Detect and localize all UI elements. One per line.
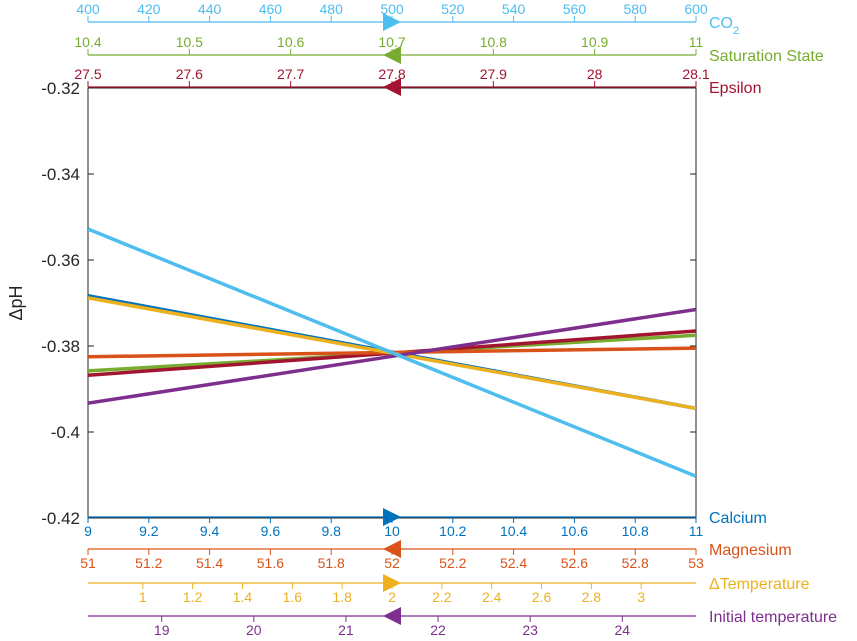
axis-tick-label-calcium: 10.6: [561, 523, 588, 539]
axis-tick-label-dtemp: 2.2: [432, 589, 452, 605]
axis-dtemp: 1 1.2 1.4 1.6 1.8 2 2.2 2.4 2.6 2.8 3 ΔTemperature: [88, 574, 810, 605]
axis-tick-label-epsilon: 27.7: [277, 66, 304, 82]
axis-tick-label-saturation: 10.9: [581, 34, 608, 50]
axis-tick-label-magnesium: 51.2: [135, 555, 162, 571]
y-tick-label: -0.34: [41, 165, 80, 184]
axis-tick-label-co2: 540: [502, 1, 526, 17]
axis-tick-label-inittemp: 24: [615, 622, 631, 638]
y-axis-label: ΔpH: [6, 285, 26, 320]
axis-tick-label-co2: 460: [259, 1, 283, 17]
series-group: [88, 227, 696, 478]
axis-tick-label-dtemp: 1.6: [283, 589, 303, 605]
y-tick-label: -0.42: [41, 509, 80, 528]
axis-tick-label-saturation: 10.6: [277, 34, 304, 50]
axis-tick-label-dtemp: 2.8: [582, 589, 602, 605]
axis-tick-label-inittemp: 19: [154, 622, 170, 638]
axis-tick-label-inittemp: 23: [522, 622, 538, 638]
axis-tick-label-calcium: 10.2: [439, 523, 466, 539]
axis-tick-label-magnesium: 52.2: [439, 555, 466, 571]
axis-tick-label-dtemp: 1.4: [233, 589, 253, 605]
axis-tick-label-epsilon: 27.9: [480, 66, 507, 82]
axis-tick-label-magnesium: 51.8: [318, 555, 345, 571]
axis-tick-label-saturation: 10.7: [378, 34, 405, 50]
axis-tick-label-calcium: 9.8: [321, 523, 341, 539]
axis-tick-label-magnesium: 51.4: [196, 555, 223, 571]
axis-marker-saturation: [383, 46, 401, 64]
axis-tick-label-epsilon: 27.6: [176, 66, 203, 82]
axis-tick-label-dtemp: 3: [637, 589, 645, 605]
axis-tick-label-epsilon: 27.8: [378, 66, 405, 82]
axis-tick-label-magnesium: 52.6: [561, 555, 588, 571]
axis-marker-co2: [383, 13, 401, 31]
y-tick-label: -0.38: [41, 337, 80, 356]
axis-marker-calcium: [383, 508, 401, 526]
axis-label-co2: CO2: [709, 15, 739, 37]
axis-tick-label-calcium: 9: [84, 523, 92, 539]
axis-tick-label-calcium: 9.6: [261, 523, 281, 539]
axis-tick-label-calcium: 10.4: [500, 523, 527, 539]
axis-label-dtemp: ΔTemperature: [709, 576, 810, 593]
axis-label-magnesium: Magnesium: [709, 542, 792, 559]
axis-tick-label-magnesium: 51.6: [257, 555, 284, 571]
series-line-inittemp: [88, 307, 696, 405]
axis-label-epsilon: Epsilon: [709, 80, 761, 97]
axis-tick-label-epsilon: 28.1: [682, 66, 709, 82]
axis-tick-label-calcium: 10.8: [622, 523, 649, 539]
axis-tick-label-calcium: 9.2: [139, 523, 159, 539]
axis-marker-dtemp: [383, 574, 401, 592]
axis-tick-label-inittemp: 20: [246, 622, 262, 638]
axis-tick-label-epsilon: 28: [587, 66, 603, 82]
axis-tick-label-dtemp: 2.4: [482, 589, 502, 605]
axis-tick-label-dtemp: 2.6: [532, 589, 552, 605]
y-tick-label: -0.32: [41, 79, 80, 98]
axis-tick-label-co2: 600: [684, 1, 708, 17]
axis-tick-label-calcium: 10: [384, 523, 400, 539]
axis-tick-label-saturation: 10.5: [176, 34, 203, 50]
axis-tick-label-saturation: 10.4: [74, 34, 101, 50]
axis-tick-label-co2: 400: [76, 1, 100, 17]
axis-tick-label-inittemp: 21: [338, 622, 354, 638]
axis-tick-label-co2: 500: [380, 1, 404, 17]
axis-tick-label-co2: 480: [320, 1, 344, 17]
axis-marker-inittemp: [383, 607, 401, 625]
axis-tick-label-magnesium: 51: [80, 555, 96, 571]
axis-marker-magnesium: [383, 540, 401, 558]
axis-tick-label-calcium: 11: [689, 523, 704, 539]
axis-tick-label-calcium: 9.4: [200, 523, 220, 539]
axis-tick-label-magnesium: 52.8: [622, 555, 649, 571]
axis-tick-label-magnesium: 53: [688, 555, 704, 571]
axis-tick-label-saturation: 11: [689, 34, 704, 50]
axis-tick-label-dtemp: 1.2: [183, 589, 203, 605]
axis-tick-label-dtemp: 2: [388, 589, 396, 605]
axis-marker-epsilon: [383, 78, 401, 96]
series-line-co2: [88, 227, 696, 478]
axis-tick-label-inittemp: 22: [430, 622, 446, 638]
axis-saturation: 10.4 10.5 10.6 10.7 10.8 10.9 11 Saturation Sta…: [74, 34, 823, 65]
axis-tick-label-saturation: 10.8: [480, 34, 507, 50]
axis-label-calcium: Calcium: [709, 510, 767, 527]
plot-area: [87, 87, 697, 519]
axis-label-inittemp: Initial temperature: [709, 609, 837, 626]
axis-inittemp: 19 20 21 22 23 24 Initial temperature: [88, 607, 837, 638]
axis-tick-label-co2: 560: [563, 1, 587, 17]
axis-tick-label-co2: 440: [198, 1, 222, 17]
axis-tick-label-magnesium: 52.4: [500, 555, 527, 571]
axis-tick-label-co2: 580: [624, 1, 648, 17]
axis-tick-label-co2: 520: [441, 1, 465, 17]
axis-tick-label-dtemp: 1: [139, 589, 147, 605]
axis-label-saturation: Saturation State: [709, 48, 824, 65]
axis-tick-label-dtemp: 1.8: [332, 589, 352, 605]
axis-tick-label-magnesium: 52: [384, 555, 400, 571]
axis-tick-label-epsilon: 27.5: [74, 66, 101, 82]
y-tick-label: -0.36: [41, 251, 80, 270]
axis-tick-label-co2: 420: [137, 1, 161, 17]
y-tick-label: -0.4: [51, 423, 80, 442]
axis-magnesium: 51 51.2 51.4 51.6 51.8 52 52.2 52.4 52.6 52.8 53 Ma…: [80, 540, 792, 571]
axis-calcium: 9 9.2 9.4 9.6 9.8 10 10.2 10.4 10.6 10.8 11 Calcium: [84, 508, 767, 539]
